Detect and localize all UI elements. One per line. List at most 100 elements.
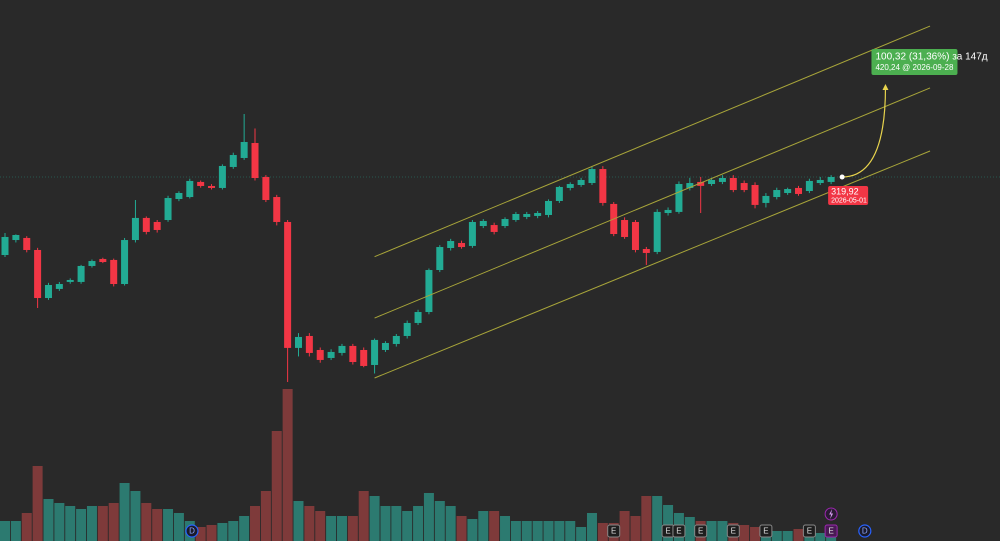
candle-body [12,234,20,241]
volume-bar [652,496,663,541]
candle-body [99,258,107,263]
forecast-curve [842,86,887,178]
candle-body [501,219,509,227]
volume-bar [413,506,424,541]
candle-body [566,184,574,188]
volume-bar [543,521,554,541]
event-label: E [676,527,681,536]
candle-body [479,220,487,227]
candle-body [186,180,194,198]
volume-bar [771,531,782,541]
candle-body [458,242,466,248]
price-label: 319,92 [831,186,859,196]
volume-bar [663,505,674,541]
event-earnings [607,524,621,538]
candle-body [708,179,716,185]
candle-body [240,142,248,158]
volume-bar [739,525,750,541]
volume-bar [206,525,217,541]
event-earnings [694,524,708,538]
event-earnings [802,524,816,538]
candle-body [381,342,389,350]
volume-bar [250,506,261,541]
volume-bar [239,516,250,541]
candle-body [305,335,313,353]
candle-body [44,284,52,299]
candle-body [316,349,324,360]
volume-bar [97,506,108,541]
volume-bar [195,527,206,541]
volume-bar [347,516,358,541]
candle-body [371,339,379,365]
candle-body [403,322,411,336]
candle-body [77,265,85,282]
candle-body [338,345,346,353]
volume-bar [445,506,456,541]
volume-bar [369,496,380,541]
candle-body [164,198,172,221]
volume-bar [532,521,543,541]
volume-bar [76,509,87,541]
event-earnings [672,524,686,538]
candle-body [110,259,118,285]
candle-body [153,221,161,230]
volume-bar [10,521,21,541]
volume-bar [293,501,304,541]
volume-bar [217,523,228,541]
volume-bar [304,506,315,541]
candle-body [534,213,542,216]
event-earnings [726,524,740,538]
volume-bar [358,491,369,541]
volume-bar [152,509,163,541]
event-earnings [824,524,838,538]
volume-bar [336,516,347,541]
candle-body [327,351,335,358]
volume-bar [163,509,174,541]
candle-body [664,209,672,214]
volume-bar [641,496,652,541]
forecast-target [882,83,889,90]
volume-bar [684,517,695,541]
candle-body [1,236,9,256]
candle-body [545,200,552,215]
volume-bar [141,503,152,541]
event-label: E [611,527,616,536]
candle-body [740,183,748,191]
volume-bar [586,513,597,541]
event-label: E [665,527,670,536]
candle-body [425,270,433,313]
forecast-sublabel: 420,24 @ 2026-09-28 [875,63,954,72]
candle-body [729,177,737,191]
candle-body [686,183,694,188]
volume-bar [21,513,32,541]
volume-bar [478,511,489,541]
forecast-start [839,174,845,180]
event-label: E [828,527,833,536]
volume-bar [228,521,239,541]
forecast-label-box [871,48,958,75]
candle-body [751,185,759,205]
volume-bar [173,513,184,541]
volume-bar [402,511,413,541]
volume-bar [423,493,434,541]
candle-body [653,211,661,252]
volume-bar [108,503,119,541]
candle-body [805,180,813,192]
volume-bar [467,519,478,541]
volume-bar [271,431,282,541]
candle-body [66,279,74,282]
event-label: E [763,527,768,536]
candle-body [142,217,150,232]
forecast-label: 100,32 (31,36%) за 147д [875,52,987,63]
volume-bar [86,506,97,541]
volume-bar [43,499,54,541]
volume-bar [434,501,445,541]
candle-body [675,184,683,212]
candle-body [414,312,422,323]
candle-body [447,241,455,249]
volume-bar [521,521,532,541]
candle-body [599,169,607,203]
candle-body [55,284,63,289]
channel-line [374,150,931,379]
